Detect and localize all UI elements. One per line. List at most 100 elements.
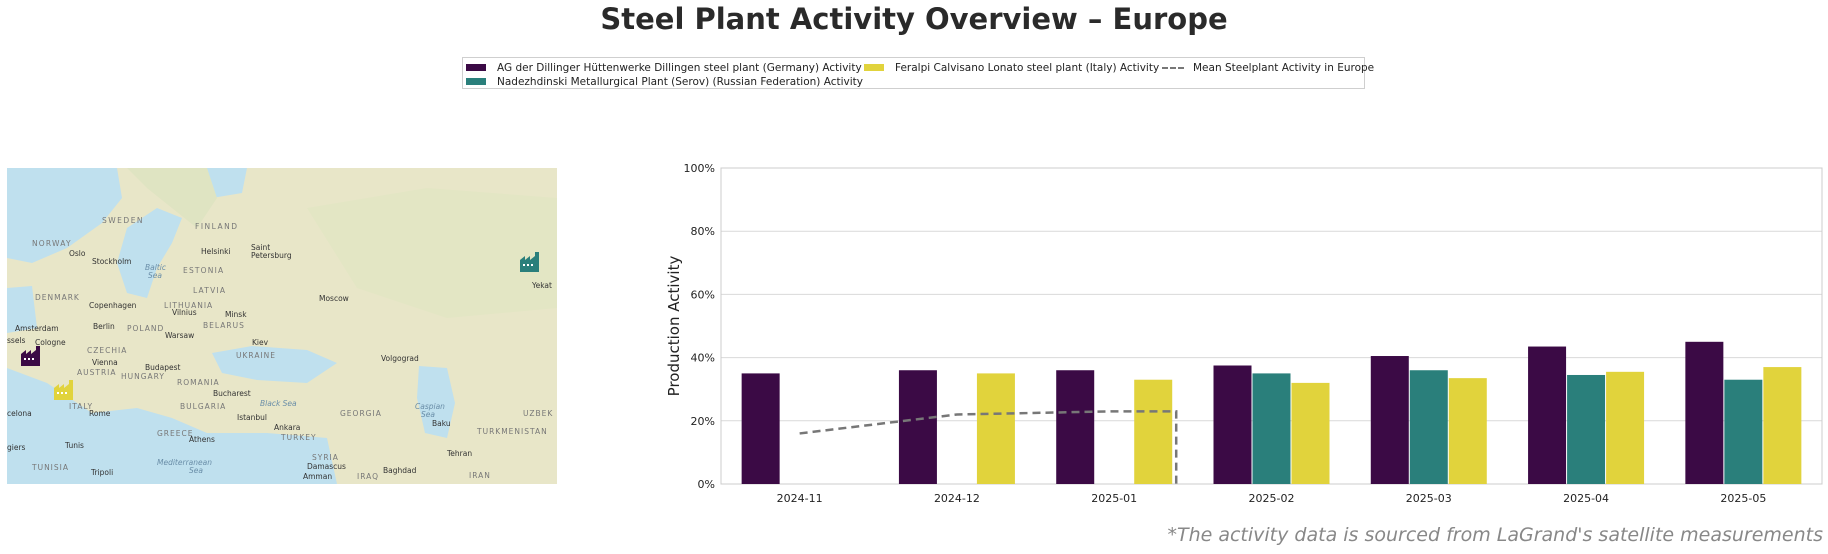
- map-land-scandinavia: [127, 168, 217, 228]
- map-label-kiev: Kiev: [252, 338, 269, 347]
- map-sea-west: [7, 286, 37, 333]
- map-label-copenhagen: Copenhagen: [89, 301, 137, 310]
- bar: [1213, 365, 1252, 484]
- map-label-syria: SYRIA: [312, 453, 339, 462]
- bar: [1134, 379, 1173, 484]
- bar: [1291, 382, 1330, 484]
- bar: [1252, 373, 1291, 484]
- map-sea-north: [7, 168, 122, 263]
- map-label-denmark: DENMARK: [35, 293, 80, 302]
- legend-label-nadezhdinski: Nadezhdinski Metallurgical Plant (Serov)…: [497, 76, 864, 88]
- y-tick-label: 20%: [691, 415, 715, 428]
- legend-label-feralpi: Feralpi Calvisano Lonato steel plant (It…: [895, 62, 1160, 74]
- map-label-algiers: giers: [7, 443, 26, 452]
- map-label-black-sea: Black Sea: [260, 399, 297, 408]
- map-label-rome: Rome: [89, 409, 111, 418]
- map-sea-baltic: [117, 208, 182, 298]
- map-label-amsterdam: Amsterdam: [15, 324, 59, 333]
- mean-line: [799, 410, 1178, 484]
- map-label-vienna: Vienna: [92, 358, 118, 367]
- y-tick-label: 0%: [698, 478, 715, 491]
- legend-swatch-feralpi: [864, 64, 884, 71]
- map-label-ankara: Ankara: [274, 423, 300, 432]
- map-sea-caspian: [417, 366, 455, 438]
- map-label-moscow: Moscow: [319, 294, 349, 303]
- bar: [1370, 356, 1409, 484]
- map-label-barcelona: celona: [7, 409, 32, 418]
- bar: [1567, 374, 1606, 484]
- map-label-norway: NORWAY: [32, 239, 72, 248]
- bar: [976, 373, 1015, 484]
- map-label-bulgaria: BULGARIA: [180, 402, 226, 411]
- map-label-cologne: Cologne: [35, 338, 66, 347]
- map-label-oslo: Oslo: [69, 249, 86, 258]
- map-land-russia: [307, 188, 557, 318]
- map-label-uzbek: UZBEK: [523, 409, 553, 418]
- map-label-vilnius: Vilnius: [172, 308, 197, 317]
- map-label-hungary: HUNGARY: [121, 372, 165, 381]
- map-label-damascus: Damascus: [307, 462, 346, 471]
- map-label-italy: ITALY: [69, 402, 93, 411]
- map-label-ukraine: UKRAINE: [236, 351, 276, 360]
- x-tick-label: 2025-03: [1406, 492, 1452, 505]
- map-label-bucharest: Bucharest: [213, 389, 251, 398]
- legend-swatch-mean: [1162, 67, 1184, 69]
- map-label-belarus: BELARUS: [203, 321, 245, 330]
- factory-icon-italy: [54, 380, 73, 400]
- chart-title: Steel Plant Activity Overview – Europe: [600, 2, 1228, 36]
- map-label-volgograd: Volgograd: [381, 354, 419, 363]
- legend-label-mean: Mean Steelplant Activity in Europe: [1193, 62, 1375, 74]
- factory-icon-germany: [21, 346, 40, 366]
- y-tick-label: 60%: [691, 288, 715, 301]
- factory-icon-russia: [520, 252, 539, 272]
- y-axis-label: Production Activity: [665, 256, 683, 397]
- footnote: *The activity data is sourced from LaGra…: [1167, 524, 1823, 546]
- map-label-amman: Amman: [303, 472, 332, 481]
- map-label-warsaw: Warsaw: [165, 331, 194, 340]
- map-label-helsinki: Helsinki: [201, 247, 231, 256]
- legend-swatch-dillinger: [466, 64, 486, 71]
- map-label-baltic: Baltic: [145, 263, 167, 272]
- x-tick-label: 2025-05: [1720, 492, 1766, 505]
- map-label-tunisia: TUNISIA: [31, 463, 69, 472]
- bar: [1448, 378, 1487, 484]
- bar: [1763, 367, 1802, 484]
- map-sea-mediterranean: [7, 368, 337, 484]
- map-label-yekat: Yekat: [531, 281, 552, 290]
- map-label-brussels: ssels: [7, 336, 26, 345]
- legend-label-dillinger: AG der Dillinger Hüttenwerke Dillingen s…: [497, 62, 862, 74]
- map-label-tripoli: Tripoli: [90, 468, 113, 477]
- map-label-mediterranean: Mediterranean: [157, 458, 212, 467]
- map-label-iraq: IRAQ: [357, 472, 379, 481]
- map-label-baltic-sea: Sea: [148, 271, 162, 280]
- map-svg: SWEDEN FINLAND NORWAY Oslo Stockholm Hel…: [7, 168, 557, 484]
- x-tick-label: 2024-12: [934, 492, 980, 505]
- map-label-stockholm: Stockholm: [92, 257, 132, 266]
- map-label-estonia: ESTONIA: [183, 266, 224, 275]
- bar: [1409, 370, 1448, 484]
- map-label-iran: IRAN: [469, 471, 491, 480]
- legend-swatch-nadezhdinski: [466, 78, 486, 85]
- map-label-baku: Baku: [432, 419, 451, 428]
- europe-map: SWEDEN FINLAND NORWAY Oslo Stockholm Hel…: [7, 168, 557, 484]
- map-label-poland: POLAND: [127, 324, 164, 333]
- map-label-romania: ROMANIA: [177, 378, 220, 387]
- map-label-turkmenistan: TURKMENISTAN: [476, 427, 548, 436]
- y-tick-label: 40%: [691, 352, 715, 365]
- y-tick-label: 100%: [684, 162, 715, 175]
- y-tick-label: 80%: [691, 225, 715, 238]
- bar: [898, 370, 937, 484]
- bar: [1724, 379, 1763, 484]
- bar: [1528, 346, 1567, 484]
- map-label-turkey: TURKEY: [280, 433, 317, 442]
- map-label-austria: AUSTRIA: [77, 368, 117, 377]
- map-label-greece: GREECE: [157, 429, 193, 438]
- map-label-saint: Saint: [251, 243, 270, 252]
- x-tick-label: 2025-04: [1563, 492, 1609, 505]
- map-label-baghdad: Baghdad: [383, 466, 417, 475]
- x-tick-label: 2024-11: [777, 492, 823, 505]
- map-label-caspian-sea: Sea: [421, 410, 435, 419]
- map-label-budapest: Budapest: [145, 363, 181, 372]
- map-label-minsk: Minsk: [225, 310, 247, 319]
